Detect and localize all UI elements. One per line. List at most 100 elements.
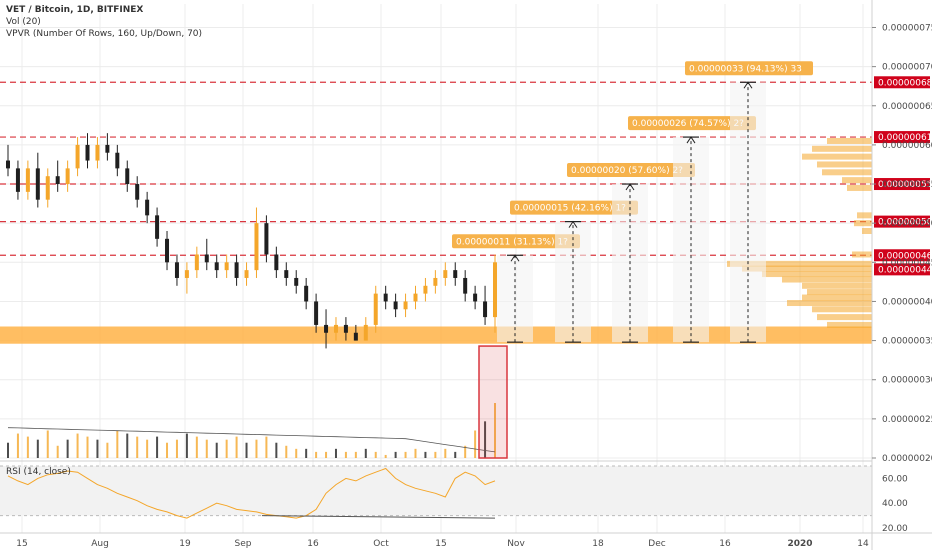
volume-profile-bar	[842, 177, 872, 184]
price-tag	[874, 131, 930, 144]
volume-bar	[285, 445, 288, 458]
price-tick-label: 0.00000050	[882, 219, 932, 229]
candle-up	[443, 270, 448, 278]
volume-bar	[464, 445, 467, 458]
candle-down	[284, 270, 289, 278]
time-tick-label: Aug	[91, 539, 109, 549]
target-badge-label: 0.00000011 (31.13%) 1?	[456, 237, 568, 247]
candle-down	[234, 262, 239, 278]
volume-profile-bar	[854, 220, 872, 227]
rsi-tick-label: 20.00	[882, 524, 908, 534]
support-zone-layer	[0, 326, 872, 344]
price-tick-label: 0.00000035	[882, 337, 932, 347]
rsi-layer: 60.00 40.00 20.00	[0, 465, 908, 534]
candle-down	[324, 324, 329, 333]
candle-up	[95, 144, 100, 161]
current-price-tag	[874, 263, 930, 276]
candle-up	[403, 301, 408, 310]
target-badge	[628, 116, 756, 131]
volume-layer	[7, 345, 508, 459]
rsi-divergence-line	[261, 515, 496, 519]
rsi-tick-label: 60.00	[882, 474, 908, 484]
volume-bar	[354, 451, 357, 458]
volume-bar	[106, 442, 109, 458]
candle-up	[194, 254, 199, 271]
volume-bar	[315, 451, 318, 458]
volume-bar	[156, 436, 159, 458]
candle-up	[45, 176, 50, 200]
candle-down	[393, 301, 398, 310]
resistance-levels-layer: 0.00000068 0.00000061 0.00000055 0.00000050…	[0, 76, 932, 276]
volume-bar	[7, 442, 9, 458]
volume-bar	[444, 448, 447, 458]
rsi-band	[0, 466, 872, 516]
targets-layer: 0.00000011 (31.13%) 1? 0.00000015 (42.16%…	[452, 61, 813, 343]
volume-profile-bar	[852, 251, 872, 258]
price-tick-label: 0.00000045	[882, 258, 932, 268]
volume-profile-bar	[802, 282, 872, 289]
volume-bar	[384, 454, 387, 458]
candle-down	[483, 301, 488, 318]
volume-bar	[46, 430, 49, 458]
volume-bar	[325, 451, 328, 458]
candle-down	[453, 270, 458, 278]
candle-down	[35, 168, 40, 200]
price-tick-label: 0.00000025	[882, 415, 932, 425]
volume-profile-bar	[857, 212, 872, 219]
volume-bar	[146, 439, 149, 458]
time-tick-label: 15	[16, 539, 27, 549]
candle-up	[25, 168, 30, 192]
volume-bar	[305, 448, 308, 458]
candle-down	[353, 332, 358, 341]
volume-bar	[245, 442, 248, 458]
candle-down	[165, 238, 170, 263]
volume-bar	[36, 439, 39, 458]
volume-profile-bar	[817, 161, 872, 168]
candle-up	[363, 324, 368, 341]
price-tick-label: 0.00000020	[882, 454, 932, 464]
volume-profile-bar	[847, 184, 872, 191]
price-tag-label: 0.00000068	[878, 78, 932, 88]
rsi-tick-label: 40.00	[882, 499, 908, 509]
volume-bar	[56, 445, 59, 458]
volume-bar	[215, 442, 218, 458]
candle-down	[85, 144, 90, 161]
time-tick-label: Dec	[648, 539, 665, 549]
volume-profile-bar	[762, 271, 872, 278]
price-tag-label: 0.00000055	[878, 180, 932, 190]
volume-profile-bar	[817, 314, 872, 321]
candle-down	[115, 152, 120, 169]
volume-profile-bar	[787, 300, 872, 307]
volume-bar	[334, 448, 337, 458]
volume-profile-bar	[742, 265, 872, 272]
volume-bar	[16, 433, 19, 458]
candle-up	[254, 223, 259, 271]
candle-down	[6, 160, 10, 169]
volume-bar	[424, 451, 427, 458]
candle-down	[204, 254, 209, 263]
volume-profile-layer	[727, 137, 872, 328]
volume-bar	[166, 442, 169, 458]
volume-bar	[225, 439, 228, 458]
volume-bar	[414, 448, 417, 458]
candle-up	[423, 285, 428, 294]
volume-profile-bar	[802, 153, 872, 160]
price-tag	[874, 178, 930, 191]
time-tick-label: 16	[307, 539, 319, 549]
volume-bar	[344, 451, 347, 458]
time-tick-label: Oct	[373, 539, 389, 549]
volume-profile-bar	[827, 137, 872, 144]
time-tick-label: 16	[719, 539, 731, 549]
candle-down	[135, 184, 140, 200]
volume-profile-bar	[727, 260, 872, 267]
candle-up	[65, 168, 70, 185]
volume-indicator-label: Vol (20)	[6, 17, 41, 27]
volume-bar	[265, 436, 268, 458]
target-badge-label: 0.00000033 (94.13%) 33	[689, 64, 802, 74]
time-tick-label: 14	[857, 539, 869, 549]
volume-profile-bar	[822, 169, 872, 176]
price-tag-label: 0.00000061	[878, 133, 932, 143]
